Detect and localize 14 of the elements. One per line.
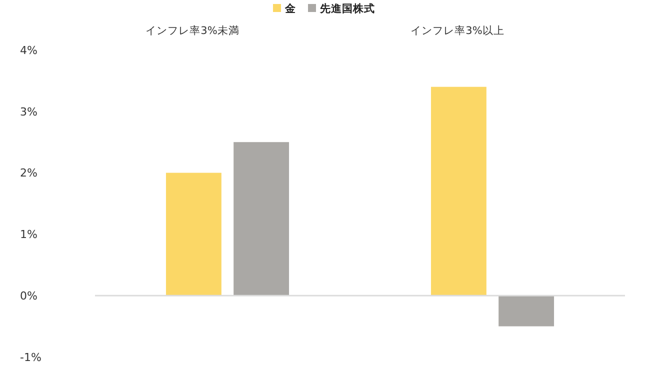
legend-label: 先進国株式 (319, 2, 375, 15)
y-tick-label: 4% (20, 44, 38, 57)
y-tick-label: 3% (20, 105, 38, 118)
bar (498, 296, 554, 326)
legend-label: 金 (284, 2, 297, 15)
y-tick-label: 1% (20, 228, 38, 242)
bar (166, 172, 222, 296)
x-tick-label: インフレ率3%未満 (146, 24, 240, 37)
x-tick-label: インフレ率3%以上 (410, 24, 504, 37)
y-tick-label: 0% (20, 289, 38, 302)
y-tick-label: 2% (20, 166, 38, 180)
bar (234, 142, 290, 296)
y-tick-label: -1% (20, 350, 42, 364)
bar (430, 86, 486, 296)
